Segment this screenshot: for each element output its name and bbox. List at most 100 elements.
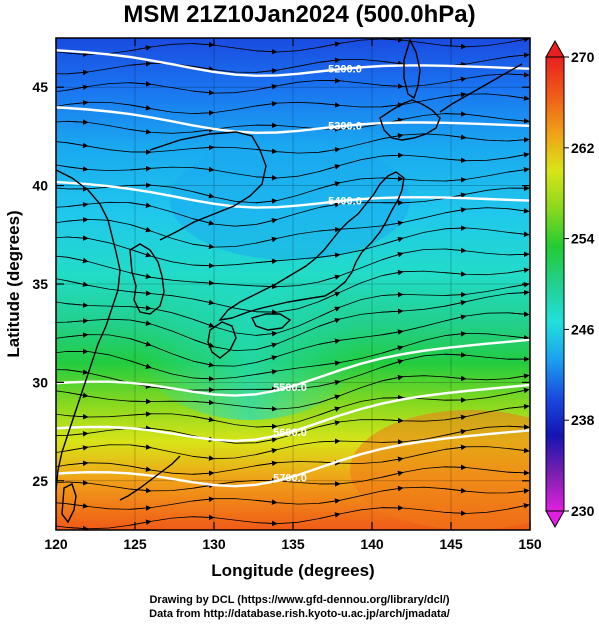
x-axis-label: Longitude (degrees) <box>211 561 374 580</box>
wind-arrow <box>192 280 215 286</box>
wind-arrow <box>381 220 404 227</box>
contour-line-5400.0 <box>56 180 530 209</box>
warm-tongue <box>350 410 530 530</box>
wind-arrow <box>66 525 89 530</box>
wind-arrow <box>318 146 341 153</box>
wind-arrow <box>381 152 404 159</box>
wind-arrow <box>129 128 152 135</box>
wind-arrow <box>507 373 530 379</box>
colorbar-ticks: 230 238 246 254 262 270 <box>564 49 595 519</box>
wind-arrow <box>192 318 215 328</box>
wind-arrow <box>129 519 152 526</box>
wind-arrow <box>507 403 530 410</box>
wind-arrow <box>192 399 215 406</box>
wind-arrow <box>192 166 215 173</box>
wind-arrow <box>318 164 341 172</box>
wind-arrow <box>507 424 530 430</box>
wind-arrow <box>192 455 215 461</box>
wind-arrow <box>129 338 152 347</box>
colorbar-gradient <box>545 56 565 512</box>
wind-arrow <box>192 110 215 116</box>
wind-arrow <box>255 217 278 225</box>
wind-arrow <box>129 319 152 326</box>
wind-arrow <box>66 100 89 106</box>
wind-arrow <box>444 207 467 214</box>
wind-arrow <box>381 60 404 67</box>
coast-japan-shikoku <box>250 313 292 331</box>
x-tick-label-125: 125 <box>123 536 147 552</box>
coast-sakhalin <box>403 38 421 100</box>
wind-arrow <box>255 101 278 107</box>
wind-arrow <box>318 498 341 504</box>
wind-arrow <box>318 57 341 64</box>
wind-arrow <box>255 520 278 527</box>
wind-arrow <box>66 460 89 467</box>
wind-arrow <box>66 51 89 57</box>
wind-arrow <box>66 302 89 308</box>
wind-arrow <box>129 411 152 417</box>
wind-arrow <box>129 104 152 111</box>
wind-arrow <box>129 305 152 311</box>
wind-arrow <box>318 291 341 303</box>
x-tick-label-145: 145 <box>439 536 463 552</box>
wind-arrow <box>381 329 404 336</box>
wind-arrow <box>129 505 152 511</box>
wind-arrow <box>66 84 89 91</box>
wind-arrow <box>318 438 341 445</box>
wind-arrow <box>255 448 278 455</box>
wind-arrow <box>192 191 215 199</box>
wind-arrow <box>192 127 215 133</box>
wind-arrow <box>318 181 341 189</box>
wind-arrow <box>66 445 89 452</box>
wind-arrow <box>66 201 89 208</box>
wind-arrow <box>381 485 404 492</box>
wind-arrow <box>192 144 215 151</box>
colorbar-tick-label-238: 238 <box>571 412 595 428</box>
wind-arrow <box>66 235 89 241</box>
wind-arrow <box>129 165 152 172</box>
coast-korea <box>129 243 165 315</box>
wind-arrow <box>507 387 530 395</box>
wind-arrow <box>66 318 89 324</box>
x-tick-label-140: 140 <box>360 536 384 552</box>
x-axis-ticks: 120 125 130 135 140 145 150 <box>44 38 542 552</box>
wind-arrow <box>381 308 404 315</box>
wind-arrow <box>318 394 341 404</box>
wind-arrow <box>444 464 467 471</box>
wind-arrow <box>444 429 467 436</box>
wind-arrow <box>66 69 89 76</box>
coast-japan-honshu <box>218 171 405 321</box>
wind-arrow <box>192 415 215 423</box>
y-tick-label-35: 35 <box>32 276 48 292</box>
wind-arrow <box>192 470 215 477</box>
wind-arrow <box>381 133 404 140</box>
colorbar-tick-label-262: 262 <box>571 140 595 156</box>
coast-japan-kyushu <box>207 321 237 359</box>
y-axis-ticks: 25 30 35 40 45 <box>32 79 530 489</box>
wind-arrow <box>507 137 530 143</box>
y-tick-label-45: 45 <box>32 79 48 95</box>
wind-arrow <box>381 470 404 478</box>
wind-arrow <box>192 65 215 72</box>
wind-arrow <box>192 298 215 306</box>
wind-arrow <box>318 274 341 283</box>
wind-arrow <box>255 460 278 467</box>
contour-line-5300.0 <box>56 106 530 135</box>
wind-arrow <box>129 224 152 233</box>
wind-arrow <box>507 38 530 43</box>
wind-arrow <box>255 499 278 505</box>
y-axis-label: Latitude (degrees) <box>4 210 23 357</box>
coast-china <box>56 169 121 491</box>
wind-arrow <box>66 142 89 149</box>
wind-arrow <box>318 420 341 428</box>
wind-arrow <box>255 406 278 412</box>
wind-arrow <box>381 251 404 261</box>
x-tick-label-120: 120 <box>44 536 68 552</box>
wind-arrow <box>255 48 278 55</box>
wind-arrow <box>507 72 530 78</box>
wind-arrow <box>444 134 467 140</box>
wind-arrow <box>255 369 278 375</box>
wind-arrow <box>507 470 530 476</box>
wind-arrow <box>381 83 404 90</box>
